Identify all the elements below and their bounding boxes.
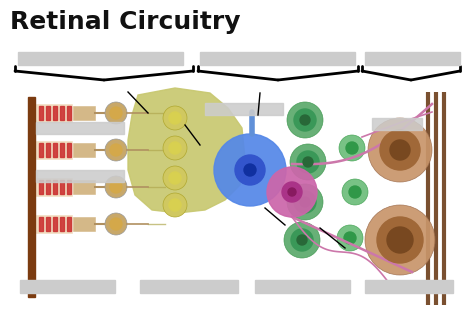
Circle shape (300, 115, 310, 125)
Bar (67, 180, 71, 194)
Circle shape (300, 197, 310, 207)
Circle shape (342, 179, 368, 205)
Bar (73, 106, 95, 120)
Circle shape (297, 151, 319, 173)
Circle shape (105, 139, 127, 161)
Bar (200, 52, 355, 65)
Bar (73, 217, 95, 231)
Bar (39, 106, 43, 120)
Circle shape (380, 130, 420, 170)
Circle shape (290, 144, 326, 180)
Bar (140, 280, 238, 293)
Circle shape (294, 191, 316, 213)
Bar (36, 104, 72, 122)
Bar (60, 106, 64, 120)
Bar (53, 106, 57, 120)
Circle shape (387, 227, 413, 253)
Bar (60, 217, 64, 231)
Circle shape (346, 142, 358, 154)
Circle shape (287, 102, 323, 138)
Bar (67, 143, 71, 157)
Bar (60, 143, 64, 157)
Circle shape (110, 107, 122, 119)
Circle shape (291, 229, 313, 251)
Circle shape (287, 184, 323, 220)
Circle shape (169, 112, 181, 124)
Circle shape (163, 193, 187, 217)
Bar (36, 141, 72, 159)
Bar (46, 180, 50, 194)
Circle shape (110, 144, 122, 156)
Circle shape (110, 181, 122, 193)
Bar (67, 217, 71, 231)
Bar (53, 217, 57, 231)
Circle shape (365, 205, 435, 275)
Circle shape (282, 182, 302, 202)
Bar (73, 143, 95, 157)
Text: Retinal Circuitry: Retinal Circuitry (10, 10, 240, 34)
Circle shape (284, 222, 320, 258)
Circle shape (344, 232, 356, 244)
Circle shape (303, 157, 313, 167)
Bar (46, 217, 50, 231)
Circle shape (267, 167, 317, 217)
Bar (36, 170, 124, 182)
Circle shape (244, 164, 256, 176)
Circle shape (110, 218, 122, 230)
Circle shape (163, 136, 187, 160)
Bar (53, 143, 57, 157)
Circle shape (288, 188, 296, 196)
Bar (39, 217, 43, 231)
Bar (46, 143, 50, 157)
Circle shape (294, 109, 316, 131)
Circle shape (163, 166, 187, 190)
Bar (46, 106, 50, 120)
Bar (53, 180, 57, 194)
Bar (255, 280, 350, 293)
Circle shape (169, 199, 181, 211)
Bar (36, 178, 72, 196)
Circle shape (377, 217, 423, 263)
Circle shape (297, 235, 307, 245)
Circle shape (349, 186, 361, 198)
Bar (28, 97, 35, 297)
Polygon shape (128, 88, 245, 213)
Bar (365, 280, 453, 293)
Circle shape (105, 102, 127, 124)
Bar (365, 52, 460, 65)
Circle shape (368, 118, 432, 182)
Bar (36, 122, 124, 134)
Bar (60, 180, 64, 194)
Circle shape (214, 134, 286, 206)
Circle shape (235, 155, 265, 185)
Circle shape (337, 225, 363, 251)
Bar (36, 215, 72, 233)
Circle shape (169, 172, 181, 184)
Circle shape (163, 106, 187, 130)
Bar (372, 118, 422, 130)
Bar (73, 180, 95, 194)
Bar (67, 106, 71, 120)
Bar (18, 52, 183, 65)
Bar (20, 280, 115, 293)
Circle shape (105, 213, 127, 235)
Bar (205, 103, 283, 115)
Circle shape (390, 140, 410, 160)
Bar (39, 180, 43, 194)
Circle shape (169, 142, 181, 154)
Bar (39, 143, 43, 157)
Circle shape (339, 135, 365, 161)
Circle shape (105, 176, 127, 198)
